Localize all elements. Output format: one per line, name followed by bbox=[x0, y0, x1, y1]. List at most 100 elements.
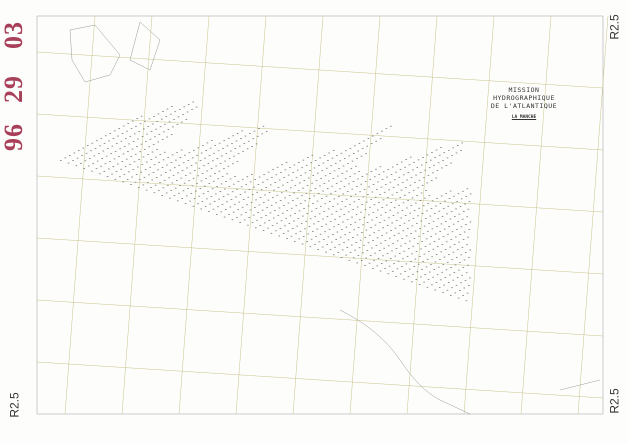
depth-sounding bbox=[294, 241, 296, 242]
depth-sounding bbox=[428, 195, 431, 197]
depth-sounding bbox=[241, 206, 244, 208]
depth-sounding bbox=[237, 209, 239, 211]
depth-sounding bbox=[467, 264, 469, 266]
depth-sounding bbox=[370, 227, 372, 228]
depth-sounding bbox=[122, 125, 125, 127]
depth-sounding bbox=[405, 187, 407, 188]
depth-sounding bbox=[103, 143, 106, 144]
depth-sounding bbox=[305, 192, 308, 194]
depth-sounding bbox=[140, 115, 143, 117]
depth-sounding bbox=[451, 231, 454, 233]
depth-sounding bbox=[218, 142, 221, 144]
depth-sounding bbox=[354, 193, 357, 195]
depth-sounding bbox=[444, 277, 447, 278]
depth-sounding bbox=[318, 241, 321, 243]
depth-sounding bbox=[200, 152, 203, 154]
depth-sounding bbox=[116, 143, 118, 145]
depth-sounding bbox=[460, 254, 463, 256]
depth-sounding bbox=[447, 282, 450, 283]
depth-sounding bbox=[360, 183, 363, 185]
depth-sounding bbox=[307, 157, 309, 158]
depth-sounding bbox=[381, 179, 384, 180]
depth-sounding bbox=[259, 197, 262, 198]
depth-sounding bbox=[425, 238, 428, 240]
depth-sounding bbox=[148, 146, 151, 148]
depth-sounding bbox=[163, 131, 165, 133]
depth-sounding bbox=[434, 233, 437, 235]
depth-sounding bbox=[398, 176, 401, 178]
depth-sounding bbox=[345, 198, 348, 200]
depth-sounding bbox=[151, 179, 154, 181]
depth-sounding bbox=[294, 213, 296, 214]
depth-sounding bbox=[222, 147, 224, 149]
depth-sounding bbox=[358, 247, 361, 249]
graticule-meridian bbox=[406, 15, 438, 415]
depth-sounding bbox=[467, 285, 470, 286]
depth-sounding bbox=[227, 137, 230, 139]
depth-sounding bbox=[182, 190, 185, 192]
depth-sounding bbox=[288, 223, 291, 224]
depth-sounding bbox=[187, 104, 190, 105]
depth-sounding bbox=[152, 172, 155, 173]
depth-sounding bbox=[452, 223, 455, 225]
depth-sounding bbox=[351, 188, 354, 190]
depth-sounding bbox=[432, 248, 435, 250]
depth-sounding bbox=[333, 170, 336, 172]
depth-sounding bbox=[111, 145, 114, 147]
depth-sounding bbox=[332, 234, 334, 235]
depth-sounding bbox=[438, 287, 441, 288]
depth-sounding bbox=[155, 128, 157, 130]
depth-sounding bbox=[261, 209, 264, 211]
depth-sounding bbox=[292, 200, 294, 201]
depth-sounding bbox=[452, 147, 455, 149]
depth-sounding bbox=[189, 172, 192, 174]
depth-sounding bbox=[362, 224, 364, 226]
depth-sounding bbox=[173, 195, 176, 197]
depth-sounding bbox=[145, 189, 148, 191]
depth-sounding bbox=[427, 230, 429, 232]
depth-sounding bbox=[444, 200, 446, 202]
depth-sounding bbox=[446, 261, 449, 263]
depth-sounding bbox=[224, 160, 226, 162]
depth-sounding bbox=[332, 206, 334, 207]
depth-sounding bbox=[370, 143, 373, 145]
depth-sounding bbox=[274, 210, 276, 211]
depth-sounding bbox=[350, 168, 353, 170]
depth-sounding bbox=[310, 238, 313, 240]
depth-sounding bbox=[117, 135, 119, 137]
depth-sounding bbox=[375, 245, 378, 246]
depth-sounding bbox=[375, 217, 378, 218]
depth-sounding bbox=[251, 146, 253, 147]
depth-sounding bbox=[427, 279, 430, 280]
depth-sounding bbox=[445, 269, 448, 271]
depth-sounding bbox=[218, 198, 220, 200]
depth-sounding bbox=[415, 223, 418, 224]
depth-sounding bbox=[160, 174, 163, 176]
depth-sounding bbox=[340, 257, 343, 258]
depth-sounding bbox=[140, 143, 143, 145]
depth-sounding bbox=[349, 252, 352, 253]
depth-sounding bbox=[75, 165, 78, 167]
depth-sounding bbox=[346, 219, 349, 220]
depth-sounding bbox=[427, 202, 429, 204]
depth-sounding bbox=[302, 159, 305, 161]
depth-sounding bbox=[175, 159, 177, 161]
depth-sounding bbox=[392, 270, 394, 272]
depth-sounding bbox=[361, 232, 363, 233]
depth-sounding bbox=[448, 254, 450, 255]
depth-sounding bbox=[251, 194, 254, 196]
depth-sounding bbox=[276, 166, 279, 168]
depth-sounding bbox=[366, 222, 369, 223]
depth-sounding bbox=[457, 249, 459, 251]
depth-sounding bbox=[289, 215, 292, 217]
depth-sounding bbox=[179, 185, 181, 186]
depth-sounding bbox=[113, 158, 116, 160]
depth-sounding bbox=[254, 179, 256, 180]
depth-sounding bbox=[335, 183, 338, 185]
depth-sounding bbox=[340, 180, 342, 182]
depth-sounding bbox=[147, 154, 149, 155]
depth-sounding bbox=[424, 246, 427, 247]
depth-sounding bbox=[207, 190, 209, 192]
depth-sounding bbox=[200, 180, 203, 182]
depth-sounding bbox=[278, 179, 281, 181]
